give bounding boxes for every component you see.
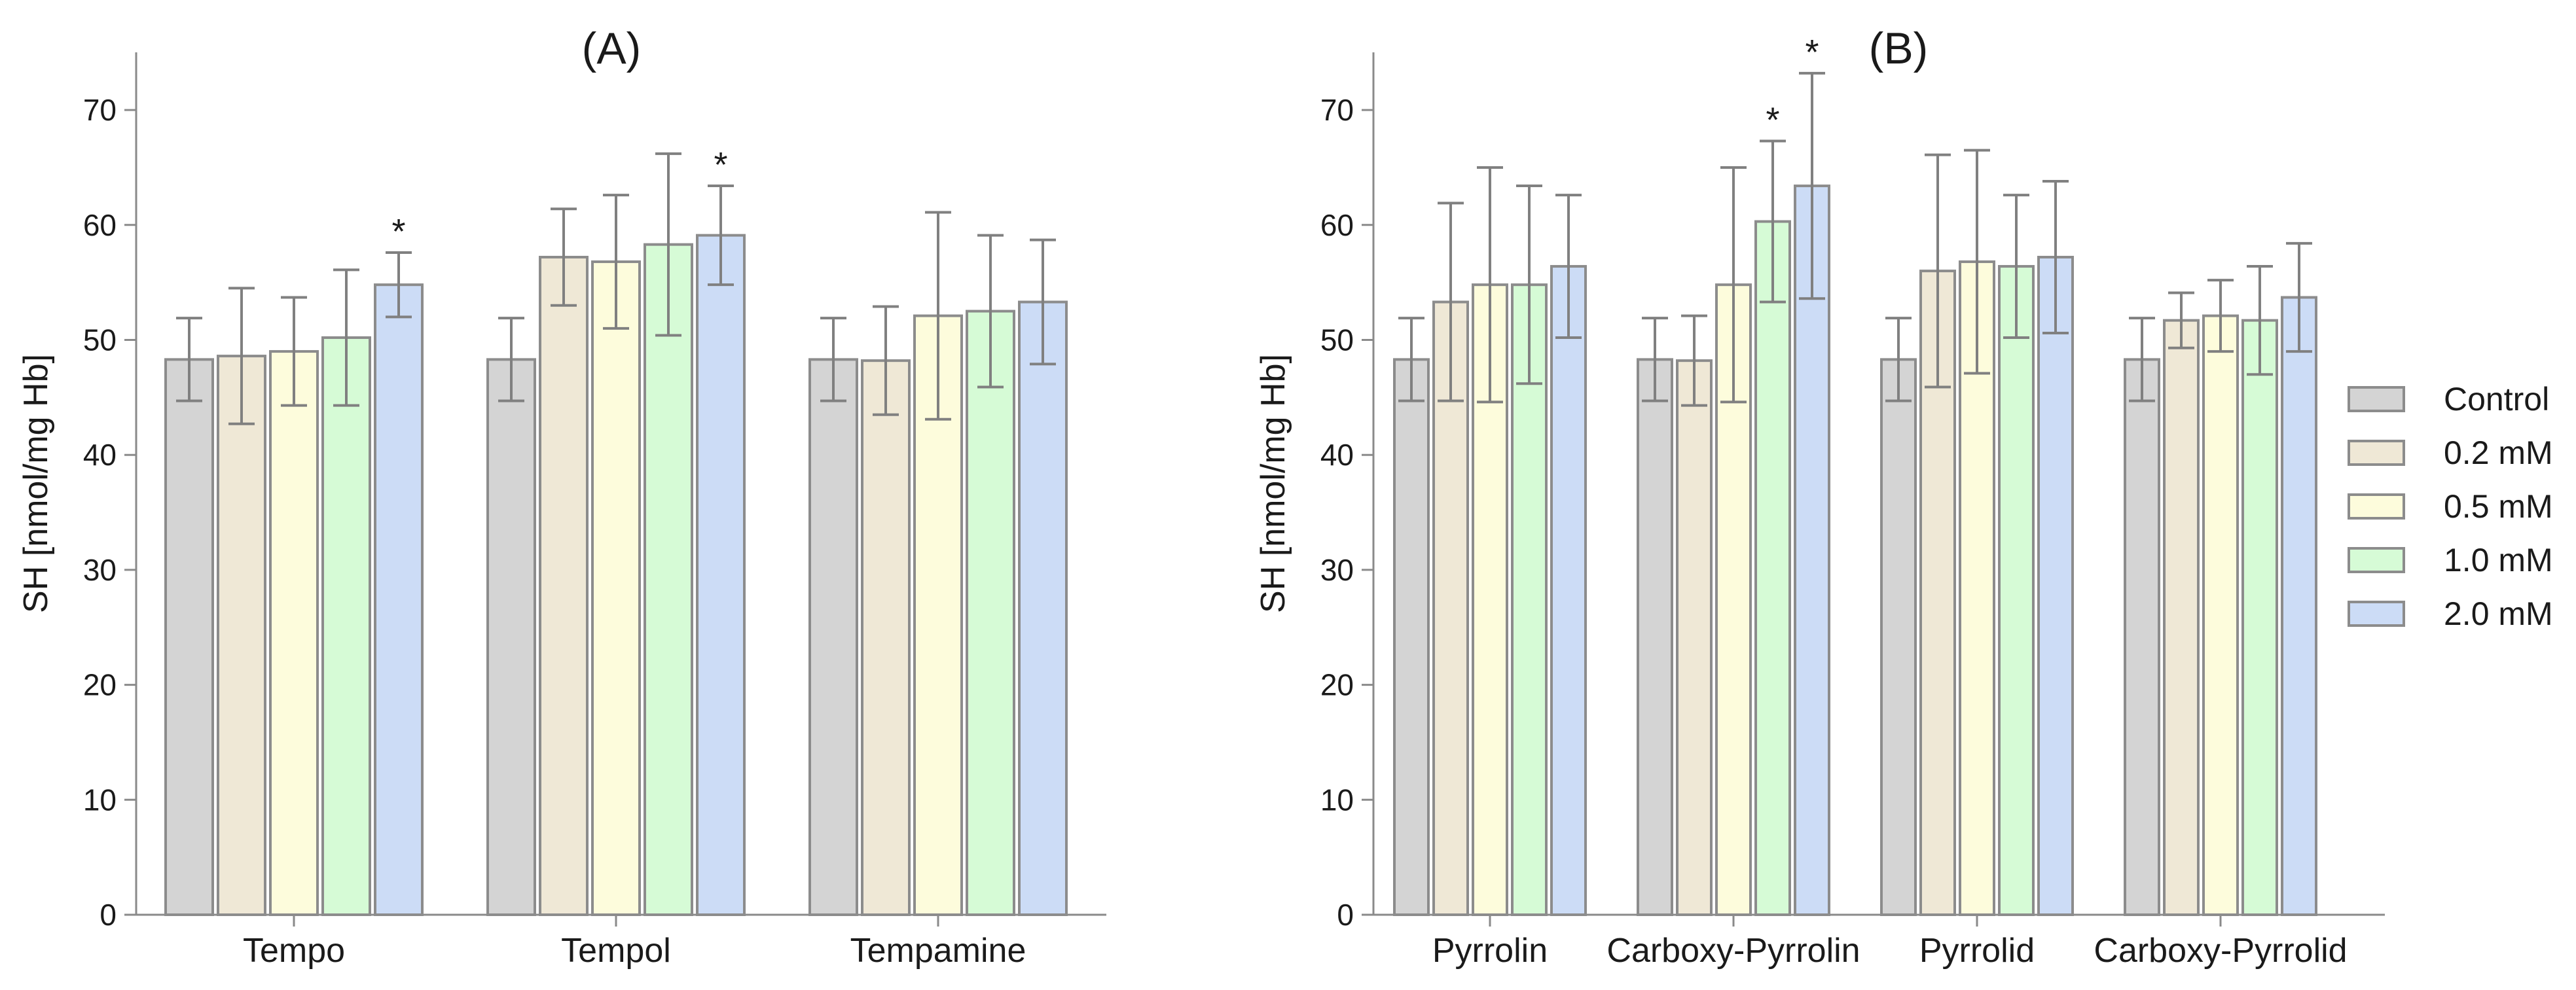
panel-a: 0 10 20 30 40 50 60 70 SH [nmol/mg Hb] (A) Tempo * T… — [17, 24, 1106, 970]
y-tick-label: 60 — [83, 208, 117, 242]
y-tick-label: 70 — [83, 93, 117, 127]
bar-carboxy-pyrrolin-1-0-mm — [1754, 220, 1791, 916]
x-category-label: Carboxy-Pyrrolid — [2094, 932, 2347, 970]
bar-tempo-2-0-mm — [374, 283, 424, 916]
panel-title: (A) — [582, 24, 642, 73]
bar-pyrrolid-control — [1880, 358, 1917, 916]
legend-swatch-1-0-mm — [2348, 547, 2405, 573]
bar-tempamine-control — [808, 358, 858, 916]
significance-star: * — [1805, 33, 1819, 72]
y-axis-title: SH [nmol/mg Hb] — [1254, 354, 1292, 613]
legend-label-0-5-mm: 0.5 mM — [2444, 488, 2553, 525]
bar-tempol-0-5-mm — [591, 260, 641, 916]
significance-star: * — [714, 145, 727, 185]
bar-tempo-0-2-mm — [217, 355, 266, 916]
bar-tempol-control — [486, 358, 536, 916]
panel-b: 0 10 20 30 40 50 60 70 SH [nmol/mg Hb] (B) Pyrroli… — [1254, 24, 2385, 970]
bar-tempo-0-5-mm — [269, 350, 319, 916]
bar-tempol-2-0-mm — [696, 234, 746, 916]
panel-title: (B) — [1869, 24, 1929, 73]
bar-tempol-0-2-mm — [539, 255, 589, 917]
bar-pyrrolid-1-0-mm — [1998, 265, 2035, 916]
bar-tempo-control — [164, 358, 214, 916]
y-tick-label: 30 — [83, 553, 117, 587]
significance-star: * — [1766, 101, 1779, 140]
bar-carboxy-pyrrolid-2-0-mm — [2281, 296, 2317, 916]
legend-swatch-control — [2348, 386, 2405, 412]
bar-carboxy-pyrrolid-control — [2124, 358, 2160, 916]
legend-swatch-2-0-mm — [2348, 601, 2405, 627]
y-tick-label: 50 — [1320, 323, 1354, 357]
y-tick-label: 20 — [1320, 668, 1354, 702]
x-category-label: Pyrrolin — [1432, 932, 1548, 970]
y-tick-label: 10 — [83, 783, 117, 817]
y-tick-label: 50 — [83, 323, 117, 357]
y-tick-label: 20 — [83, 668, 117, 702]
bar-pyrrolin-2-0-mm — [1550, 265, 1587, 916]
bar-carboxy-pyrrolin-0-2-mm — [1676, 359, 1713, 916]
bar-tempol-1-0-mm — [644, 243, 693, 917]
legend-label-0-2-mm: 0.2 mM — [2444, 434, 2553, 471]
bar-pyrrolid-2-0-mm — [2037, 255, 2074, 917]
bar-carboxy-pyrrolid-0-5-mm — [2202, 314, 2239, 916]
bar-tempamine-0-5-mm — [913, 314, 963, 916]
legend-swatch-0-2-mm — [2348, 440, 2405, 466]
x-category-label: Tempol — [561, 932, 671, 970]
y-tick-label: 0 — [100, 898, 117, 932]
y-tick-label: 40 — [83, 438, 117, 472]
bar-carboxy-pyrrolid-1-0-mm — [2241, 319, 2278, 917]
y-tick-label: 60 — [1320, 208, 1354, 242]
legend-label-control: Control — [2444, 381, 2549, 417]
x-category-label: Carboxy-Pyrrolin — [1606, 932, 1860, 970]
y-tick-label: 40 — [1320, 438, 1354, 472]
x-category-label: Pyrrolid — [1919, 932, 2035, 970]
bar-tempamine-0-2-mm — [861, 359, 911, 916]
y-tick-label: 30 — [1320, 553, 1354, 587]
y-tick-label: 10 — [1320, 783, 1354, 817]
x-category-label: Tempamine — [850, 932, 1026, 970]
legend-label-1-0-mm: 1.0 mM — [2444, 542, 2553, 578]
x-category-label: Tempo — [243, 932, 345, 970]
legend-label-2-0-mm: 2.0 mM — [2444, 595, 2553, 632]
bar-carboxy-pyrrolin-control — [1637, 358, 1673, 916]
bar-tempo-1-0-mm — [321, 336, 371, 916]
bar-tempamine-2-0-mm — [1018, 300, 1068, 917]
legend-swatch-0-5-mm — [2348, 493, 2405, 520]
y-tick-label: 0 — [1337, 898, 1354, 932]
y-tick-label: 70 — [1320, 93, 1354, 127]
legend: Control 0.2 mM 0.5 mM 1.0 mM 2.0 mM — [2348, 381, 2553, 632]
y-axis-title: SH [nmol/mg Hb] — [17, 354, 55, 613]
bar-pyrrolin-0-2-mm — [1432, 300, 1469, 917]
bar-pyrrolin-control — [1393, 358, 1430, 916]
bar-tempamine-1-0-mm — [966, 309, 1015, 916]
bar-carboxy-pyrrolid-0-2-mm — [2163, 319, 2200, 917]
significance-star: * — [391, 212, 405, 251]
